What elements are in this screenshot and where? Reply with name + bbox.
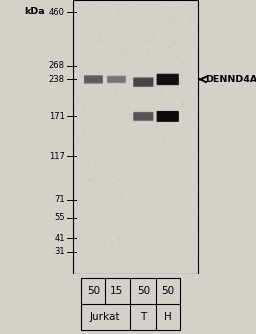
FancyBboxPatch shape — [84, 76, 103, 83]
Text: 460: 460 — [49, 8, 65, 17]
FancyBboxPatch shape — [85, 77, 102, 82]
FancyBboxPatch shape — [157, 112, 178, 121]
Text: 50: 50 — [87, 286, 100, 296]
FancyBboxPatch shape — [157, 111, 178, 122]
Text: kDa: kDa — [24, 7, 45, 16]
FancyBboxPatch shape — [134, 80, 153, 85]
FancyBboxPatch shape — [84, 75, 103, 83]
FancyBboxPatch shape — [134, 114, 153, 119]
FancyBboxPatch shape — [157, 113, 178, 120]
FancyBboxPatch shape — [134, 79, 153, 86]
Text: Jurkat: Jurkat — [90, 312, 120, 322]
FancyBboxPatch shape — [85, 77, 102, 81]
FancyBboxPatch shape — [134, 113, 153, 120]
FancyBboxPatch shape — [133, 112, 153, 121]
Text: DENND4A: DENND4A — [205, 75, 256, 84]
FancyBboxPatch shape — [107, 76, 126, 83]
FancyBboxPatch shape — [108, 77, 125, 82]
Bar — [81, 278, 180, 330]
FancyBboxPatch shape — [157, 75, 178, 83]
FancyBboxPatch shape — [133, 112, 154, 121]
FancyBboxPatch shape — [84, 76, 102, 83]
FancyBboxPatch shape — [157, 75, 178, 84]
FancyBboxPatch shape — [157, 113, 178, 120]
FancyBboxPatch shape — [134, 79, 153, 85]
Text: 117: 117 — [49, 152, 65, 161]
FancyBboxPatch shape — [108, 77, 125, 81]
Text: T: T — [140, 312, 146, 322]
Text: 55: 55 — [54, 213, 65, 222]
FancyBboxPatch shape — [157, 76, 178, 83]
FancyBboxPatch shape — [84, 76, 102, 82]
FancyBboxPatch shape — [134, 79, 153, 85]
FancyBboxPatch shape — [134, 114, 153, 119]
Text: 268: 268 — [49, 61, 65, 70]
FancyBboxPatch shape — [157, 74, 178, 85]
FancyBboxPatch shape — [134, 113, 153, 120]
Text: 41: 41 — [54, 234, 65, 243]
FancyBboxPatch shape — [108, 77, 125, 82]
FancyBboxPatch shape — [157, 112, 178, 121]
FancyBboxPatch shape — [108, 76, 125, 82]
FancyBboxPatch shape — [133, 77, 153, 87]
FancyBboxPatch shape — [133, 77, 154, 87]
FancyBboxPatch shape — [134, 78, 153, 86]
FancyBboxPatch shape — [84, 75, 103, 84]
FancyBboxPatch shape — [107, 75, 126, 84]
FancyBboxPatch shape — [134, 114, 153, 119]
Text: 31: 31 — [54, 247, 65, 257]
Text: 171: 171 — [49, 112, 65, 121]
FancyBboxPatch shape — [84, 75, 103, 84]
FancyBboxPatch shape — [134, 78, 153, 87]
FancyBboxPatch shape — [158, 114, 178, 119]
FancyBboxPatch shape — [157, 112, 178, 121]
Bar — [73, 0, 198, 274]
FancyBboxPatch shape — [134, 78, 153, 86]
Text: H: H — [164, 312, 172, 322]
Text: 71: 71 — [54, 195, 65, 204]
FancyBboxPatch shape — [134, 112, 153, 121]
FancyBboxPatch shape — [85, 77, 102, 82]
FancyBboxPatch shape — [108, 77, 125, 82]
FancyBboxPatch shape — [107, 76, 126, 82]
FancyBboxPatch shape — [157, 74, 178, 85]
FancyBboxPatch shape — [158, 76, 178, 82]
FancyBboxPatch shape — [157, 75, 178, 84]
FancyBboxPatch shape — [157, 111, 179, 122]
FancyBboxPatch shape — [157, 74, 179, 85]
Text: 238: 238 — [49, 75, 65, 84]
FancyBboxPatch shape — [158, 114, 178, 119]
FancyBboxPatch shape — [107, 76, 126, 83]
FancyBboxPatch shape — [134, 113, 153, 120]
FancyBboxPatch shape — [158, 77, 177, 82]
FancyBboxPatch shape — [158, 114, 177, 119]
FancyBboxPatch shape — [134, 80, 152, 84]
Text: 50: 50 — [161, 286, 174, 296]
Text: 15: 15 — [110, 286, 123, 296]
Text: 50: 50 — [137, 286, 150, 296]
FancyBboxPatch shape — [158, 77, 178, 82]
FancyBboxPatch shape — [134, 115, 152, 118]
